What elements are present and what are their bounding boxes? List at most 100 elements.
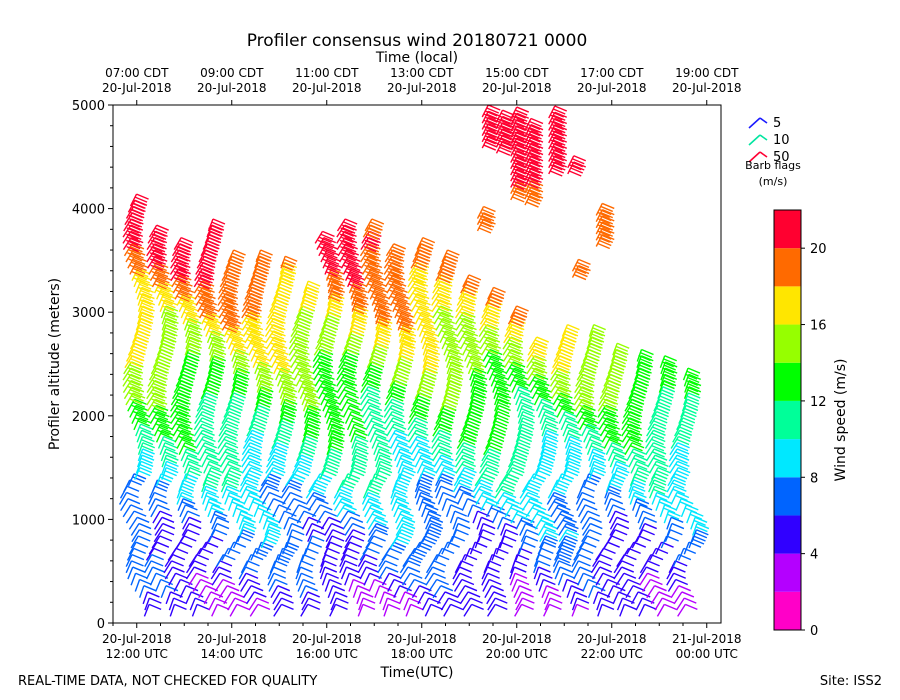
wind-barb — [180, 448, 199, 462]
wind-barb — [548, 148, 568, 165]
wind-barb — [307, 529, 326, 543]
wind-barb — [148, 541, 170, 555]
wind-barb — [557, 572, 576, 586]
wind-barb — [510, 181, 530, 197]
wind-barb — [536, 454, 556, 468]
y-tick-label: 0 — [97, 617, 105, 632]
wind-barb — [439, 330, 459, 344]
wind-barb — [388, 286, 408, 302]
wind-barb — [437, 323, 457, 337]
wind-barb — [396, 311, 414, 327]
wind-barb — [463, 603, 484, 617]
wind-barb — [550, 379, 571, 393]
wind-barb — [414, 485, 432, 499]
wind-barb — [422, 355, 440, 368]
wind-barb — [659, 504, 677, 518]
chart-title: Profiler consensus wind 20180721 0000 — [247, 31, 588, 51]
wind-barb — [583, 473, 602, 487]
wind-barb — [564, 435, 583, 449]
wind-barb — [347, 466, 366, 480]
x-top-tick-date: 20-Jul-2018 — [482, 81, 552, 95]
wind-barb — [242, 585, 264, 599]
wind-barb — [578, 535, 600, 549]
wind-barb — [185, 591, 204, 605]
wind-barb — [243, 491, 262, 505]
wind-barb — [327, 286, 345, 302]
wind-barb — [446, 355, 464, 368]
wind-barb — [398, 591, 418, 605]
wind-barb — [445, 504, 464, 518]
wind-barb — [168, 572, 188, 586]
wind-barb — [479, 454, 501, 468]
wind-barb — [299, 386, 318, 400]
wind-barb — [670, 491, 690, 505]
wind-barb — [272, 591, 293, 605]
wind-barb — [238, 566, 259, 580]
wind-barb — [481, 566, 500, 580]
wind-barb — [554, 566, 573, 580]
wind-barb — [515, 392, 533, 406]
wind-barb — [303, 404, 321, 418]
wind-barb — [163, 560, 184, 574]
wind-barb — [595, 221, 615, 237]
wind-barb — [644, 435, 666, 449]
barb-legend-value: 10 — [773, 133, 790, 148]
wind-barb — [324, 578, 342, 592]
wind-barb — [363, 268, 384, 284]
x-tick-time: 12:00 UTC — [106, 647, 168, 661]
wind-barb — [302, 398, 321, 412]
wind-barb — [410, 442, 431, 456]
wind-barb — [573, 566, 593, 580]
wind-barb — [682, 367, 701, 381]
wind-barb — [537, 522, 558, 536]
wind-barb — [185, 330, 203, 344]
wind-barb — [394, 448, 413, 462]
wind-barb — [144, 560, 164, 574]
wind-barb — [171, 417, 192, 431]
x-tick-time: 14:00 UTC — [201, 647, 263, 661]
y-tick-label: 5000 — [72, 99, 105, 114]
wind-barb — [203, 535, 224, 549]
wind-barb — [521, 498, 543, 512]
colorbar-segment — [774, 210, 801, 249]
colorbar-tick-label: 4 — [810, 548, 818, 563]
wind-barb — [218, 585, 240, 599]
wind-barb — [350, 454, 369, 468]
wind-barb — [595, 572, 616, 586]
wind-barb — [248, 597, 270, 611]
wind-barb — [126, 547, 146, 561]
wind-barb — [151, 417, 172, 431]
wind-barb — [551, 386, 572, 400]
wind-barb — [656, 603, 677, 617]
wind-barb — [381, 547, 403, 561]
wind-barb — [169, 603, 187, 617]
wind-barb — [152, 510, 173, 524]
plot-frame — [112, 104, 722, 624]
wind-barb — [201, 479, 219, 493]
wind-barb — [383, 398, 405, 412]
wind-barb — [547, 498, 568, 512]
wind-barb — [692, 522, 710, 536]
wind-barb — [455, 460, 476, 474]
wind-barb — [550, 504, 571, 518]
wind-barb — [636, 348, 654, 362]
wind-barb — [469, 367, 487, 381]
wind-barb — [224, 491, 242, 505]
x-top-tick-time: 15:00 CDT — [485, 66, 549, 80]
wind-barb — [398, 342, 416, 356]
wind-barb — [374, 466, 393, 480]
wind-barb — [338, 392, 359, 406]
wind-barb — [597, 411, 619, 425]
wind-barb — [172, 280, 193, 296]
wind-barb — [635, 361, 653, 375]
wind-barb — [558, 522, 579, 536]
top-axis-label: Time (local) — [375, 50, 458, 66]
wind-barb — [504, 466, 525, 480]
wind-barb — [524, 173, 544, 190]
wind-barb — [241, 305, 262, 321]
wind-barb — [511, 578, 530, 592]
wind-barb — [195, 292, 216, 309]
wind-barb — [136, 429, 154, 443]
wind-barb — [211, 603, 230, 617]
wind-barb — [616, 597, 635, 611]
